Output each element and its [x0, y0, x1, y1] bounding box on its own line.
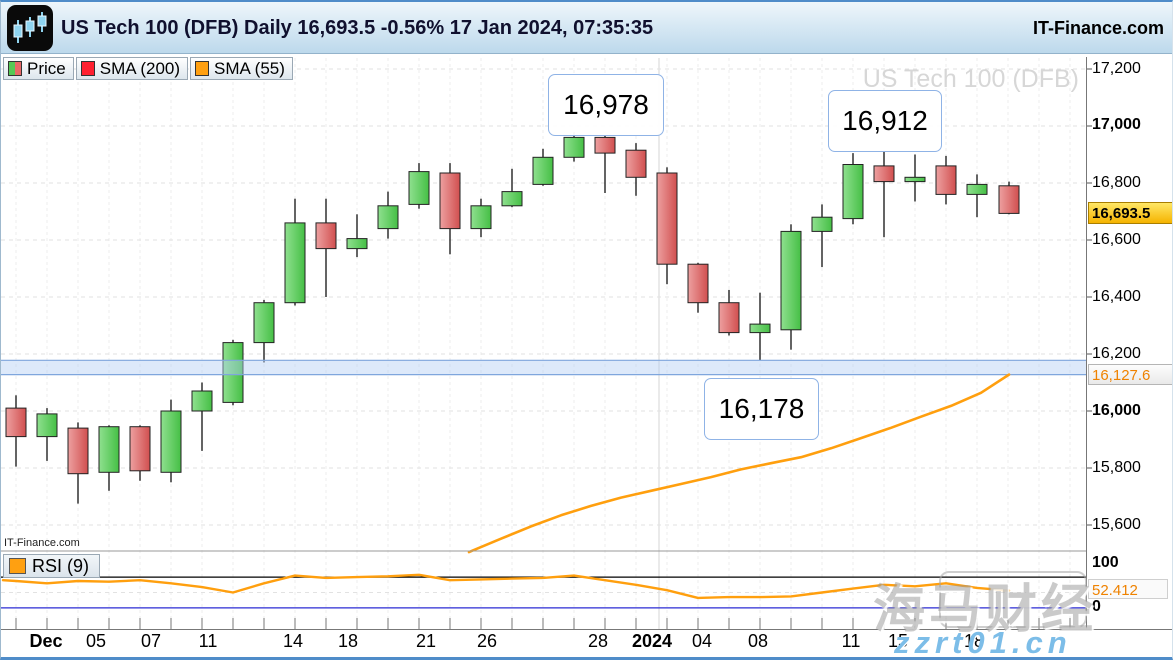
price-swatch-icon — [8, 61, 22, 76]
date-axis-label: 11 — [198, 631, 218, 651]
legend-price[interactable]: Price — [3, 57, 74, 80]
price-axis-label: 0 — [1092, 598, 1101, 615]
candlestick-logo-icon[interactable] — [7, 5, 53, 51]
chart-watermark: US Tech 100 (DFB) — [862, 65, 1079, 93]
price-axis-label: 15,600 — [1092, 516, 1141, 533]
rsi-legend[interactable]: RSI (9) — [3, 554, 101, 578]
sma200-swatch-icon — [80, 61, 95, 76]
last-price-tag: 16,693.5 — [1088, 202, 1172, 224]
main-legend: Price SMA (200) SMA (55) — [3, 57, 293, 80]
legend-sma55[interactable]: SMA (55) — [190, 57, 293, 80]
rsi-swatch-icon — [9, 558, 26, 574]
price-level-callout: 16,978 — [548, 74, 664, 136]
price-axis-label: 17,000 — [1092, 116, 1141, 133]
date-axis-label: 18 — [337, 631, 359, 651]
date-axis-label: 11 — [841, 631, 861, 651]
date-axis-label: 2024 — [631, 631, 673, 651]
brand-label[interactable]: IT-Finance.com — [1032, 18, 1164, 38]
date-axis-label: 04 — [691, 631, 713, 651]
title-bar: US Tech 100 (DFB) Daily 16,693.5 -0.56% … — [1, 2, 1172, 54]
date-axis-label: 21 — [415, 631, 437, 651]
legend-sma200-label: SMA (200) — [99, 58, 181, 78]
sma55-swatch-icon — [195, 61, 210, 76]
chart-area: US Tech 100 (DFB) Price SMA (200) SMA (5… — [1, 55, 1173, 660]
price-chart-canvas[interactable] — [1, 56, 1173, 631]
rsi-legend-label: RSI (9) — [32, 555, 90, 576]
price-axis-label: 16,200 — [1092, 345, 1141, 362]
legend-price-label: Price — [27, 58, 66, 78]
date-axis-label: 15 — [887, 631, 909, 651]
legend-sma200[interactable]: SMA (200) — [75, 57, 189, 80]
watermark-border-box — [939, 571, 1087, 628]
date-axis-label: 28 — [587, 631, 609, 651]
price-axis-label: 15,800 — [1092, 459, 1141, 476]
site-watermark-small: IT-Finance.com — [4, 537, 80, 549]
price-level-callout: 16,178 — [704, 378, 819, 440]
date-axis-label: 05 — [85, 631, 107, 651]
price-axis-label: 16,600 — [1092, 231, 1141, 248]
date-axis-label: 14 — [282, 631, 304, 651]
date-axis-label: 08 — [747, 631, 769, 651]
price-level-callout: 16,912 — [828, 90, 942, 152]
date-axis-label: Dec — [29, 631, 63, 651]
price-axis-label: 16,800 — [1092, 174, 1141, 191]
price-axis-label: 17,200 — [1092, 60, 1141, 77]
cn-watermark-text: 海马财经 — [873, 581, 1098, 639]
price-axis-label: 100 — [1092, 554, 1119, 571]
date-axis-label: 26 — [476, 631, 498, 651]
cn-watermark-domain: zzrt01.cn — [894, 625, 1072, 660]
price-axis-label: 16,400 — [1092, 288, 1141, 305]
sma55-price-tag: 16,127.6 — [1088, 364, 1172, 385]
legend-sma55-label: SMA (55) — [214, 58, 285, 78]
chart-title: US Tech 100 (DFB) Daily 16,693.5 -0.56% … — [61, 17, 654, 39]
date-axis-label: 07 — [140, 631, 162, 651]
price-axis-label: 16,000 — [1092, 402, 1141, 419]
rsi-value-tag: 52.412 — [1088, 579, 1168, 599]
date-axis-label: 18 — [963, 631, 985, 651]
